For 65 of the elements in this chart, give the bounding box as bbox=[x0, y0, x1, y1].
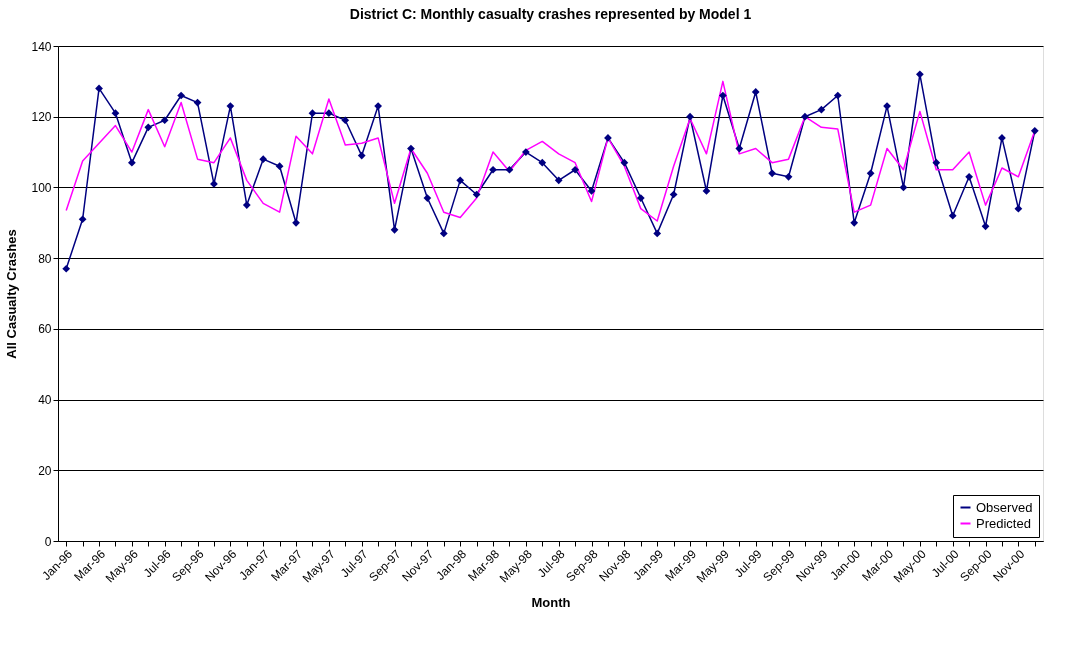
y-axis-title: All Casualty Crashes bbox=[4, 229, 20, 359]
y-tick-label: 80 bbox=[38, 251, 52, 266]
point bbox=[177, 91, 185, 100]
point bbox=[259, 155, 268, 164]
chart-title: District C: Monthly casualty crashes represented by Model 1 bbox=[349, 6, 752, 22]
point bbox=[128, 158, 136, 167]
point bbox=[751, 88, 760, 96]
point bbox=[620, 158, 629, 167]
point bbox=[817, 105, 826, 114]
point bbox=[325, 109, 333, 118]
point bbox=[916, 70, 924, 79]
y-tick-label: 120 bbox=[31, 110, 52, 125]
point bbox=[932, 158, 941, 167]
point bbox=[833, 91, 842, 100]
point bbox=[456, 176, 465, 185]
point bbox=[719, 91, 727, 100]
y-tick-label: 40 bbox=[38, 393, 52, 408]
point bbox=[95, 84, 103, 93]
point bbox=[948, 211, 957, 220]
point bbox=[1030, 126, 1039, 135]
point bbox=[768, 169, 776, 178]
x-axis-title: Month bbox=[531, 594, 571, 610]
point bbox=[226, 102, 235, 110]
point bbox=[357, 151, 366, 160]
point bbox=[801, 112, 809, 121]
point bbox=[965, 172, 973, 181]
point bbox=[1014, 204, 1023, 213]
point bbox=[489, 165, 497, 174]
point bbox=[587, 187, 596, 195]
point bbox=[160, 116, 169, 125]
point bbox=[308, 109, 317, 118]
point bbox=[883, 102, 891, 110]
point bbox=[686, 112, 694, 121]
point bbox=[111, 109, 120, 118]
point bbox=[981, 222, 990, 231]
point bbox=[341, 116, 350, 125]
y-tick-label: 0 bbox=[44, 534, 52, 549]
legend-label: Observed bbox=[976, 499, 1033, 515]
y-tick-label: 140 bbox=[31, 39, 52, 54]
point bbox=[522, 148, 530, 156]
point bbox=[554, 176, 563, 185]
y-tick-label: 100 bbox=[31, 180, 52, 195]
point bbox=[407, 144, 415, 153]
point bbox=[702, 187, 711, 195]
point bbox=[275, 162, 284, 171]
point bbox=[62, 264, 71, 273]
point bbox=[636, 194, 645, 202]
point bbox=[538, 158, 547, 167]
point bbox=[78, 215, 87, 224]
point bbox=[423, 194, 432, 202]
point bbox=[210, 180, 218, 188]
point bbox=[505, 165, 514, 174]
y-tick-label: 20 bbox=[38, 463, 52, 478]
y-tick-label: 60 bbox=[38, 322, 52, 337]
point bbox=[653, 229, 662, 238]
point bbox=[735, 144, 744, 153]
point bbox=[144, 123, 153, 132]
point bbox=[242, 201, 251, 209]
point bbox=[866, 169, 875, 178]
legend-label: Predicted bbox=[976, 515, 1031, 531]
point bbox=[571, 165, 579, 174]
point bbox=[390, 225, 399, 234]
point bbox=[374, 102, 382, 110]
point bbox=[439, 229, 448, 238]
point bbox=[784, 172, 793, 181]
